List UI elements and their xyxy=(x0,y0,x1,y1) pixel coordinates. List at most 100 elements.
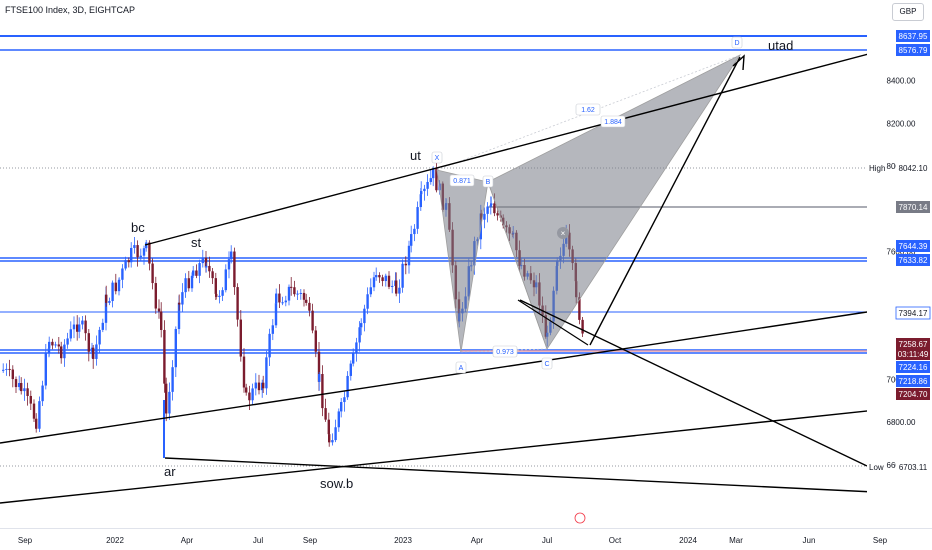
candle-body xyxy=(101,322,104,330)
x-tick: Apr xyxy=(471,536,484,545)
price-label: 8576.79 xyxy=(899,46,928,55)
annotation-bc: bc xyxy=(131,220,145,235)
price-label-box xyxy=(896,338,930,350)
candle-body xyxy=(92,347,95,359)
candle-body xyxy=(124,260,127,269)
candle-body xyxy=(98,329,101,345)
candle-body xyxy=(174,329,177,368)
candle-body xyxy=(48,341,51,349)
candle-body xyxy=(215,293,218,297)
candle-body xyxy=(318,374,321,382)
candle-body xyxy=(11,369,14,380)
candle-body xyxy=(311,310,314,331)
candle-body xyxy=(224,269,227,291)
x-tick: Sep xyxy=(873,536,888,545)
price-label: 7870.14 xyxy=(899,203,928,212)
candle-body xyxy=(375,275,378,278)
candle-body xyxy=(384,275,387,282)
candle-body xyxy=(111,282,114,302)
candle-body xyxy=(262,382,265,389)
candle-body xyxy=(281,302,284,304)
candle-body xyxy=(38,401,41,429)
currency-button[interactable]: GBP xyxy=(892,3,924,21)
candle-body xyxy=(5,368,8,370)
candle-body xyxy=(410,234,413,246)
candle-body xyxy=(327,419,330,435)
candle-body xyxy=(420,191,423,195)
trend-line xyxy=(164,457,896,494)
candle-body xyxy=(299,292,302,294)
candle-body xyxy=(349,363,352,376)
candle-body xyxy=(44,353,47,386)
candle-body xyxy=(324,408,327,420)
price-label: 7633.82 xyxy=(899,256,928,265)
trend-line xyxy=(144,46,896,246)
candle-body xyxy=(78,324,81,332)
arrow-head xyxy=(732,54,745,71)
trend-line xyxy=(517,299,589,346)
time-axis[interactable]: Sep 2022 Apr Jul Sep 2023 Apr Jul Oct 2024 Mar Jun S… xyxy=(0,528,932,550)
candle-body xyxy=(242,356,246,388)
candle-body xyxy=(54,344,57,346)
candle-body xyxy=(163,329,166,384)
candle-body xyxy=(305,299,308,303)
price-axis[interactable]: 6600.006800.007000.007600.008000.008200.… xyxy=(867,0,932,528)
candle-body xyxy=(337,411,340,428)
annotation-utad: utad xyxy=(768,38,793,53)
candle-body xyxy=(395,280,398,294)
price-label-box xyxy=(895,306,931,320)
ratio-box xyxy=(449,174,475,187)
price-axis-svg: 6600.006800.007000.007600.008000.008200.… xyxy=(869,30,931,473)
candle-body xyxy=(328,434,331,443)
candle-body xyxy=(69,329,72,339)
y-tick: 8400.00 xyxy=(887,77,916,86)
point-box xyxy=(455,361,467,374)
candle-body xyxy=(95,344,98,359)
candle-body xyxy=(190,275,194,289)
annotation-ar: ar xyxy=(164,464,176,479)
candle-body xyxy=(23,388,26,392)
candle-body xyxy=(245,387,248,393)
candle-body xyxy=(239,319,242,357)
ratio-box xyxy=(575,103,601,116)
candle-body xyxy=(265,357,268,389)
candle-body xyxy=(104,294,108,323)
candle-body xyxy=(20,383,23,392)
candle-body xyxy=(60,346,63,359)
candle-body xyxy=(413,228,416,235)
candle-body xyxy=(148,242,151,264)
point-B: B xyxy=(486,179,491,186)
trend-lines xyxy=(0,46,896,504)
point-D: D xyxy=(734,40,739,47)
candle-body xyxy=(230,251,233,260)
trend-line xyxy=(519,299,868,467)
candle-body xyxy=(178,302,181,305)
candle-body xyxy=(381,277,384,282)
candle-body xyxy=(257,382,261,391)
candle-body xyxy=(366,294,369,309)
candle-body xyxy=(41,385,44,402)
candle-body xyxy=(168,391,171,414)
candle-body xyxy=(177,302,181,330)
candle-body xyxy=(236,287,239,320)
candle-body xyxy=(8,368,11,370)
candle-body xyxy=(108,301,111,303)
candle-body xyxy=(343,397,346,403)
candle-body xyxy=(139,255,142,258)
chart-annotations: bc st ut ar sow.b utad X A B C D 0.871 1.62 1.884 0.97… xyxy=(131,36,793,524)
candle-body xyxy=(268,333,271,358)
x-tick: 2022 xyxy=(106,536,124,545)
candle-body xyxy=(363,308,366,324)
ratio-box xyxy=(600,115,626,128)
ratio-label: 0.871 xyxy=(453,178,471,185)
x-tick: Jul xyxy=(542,536,552,545)
candle-body xyxy=(32,403,36,419)
candle-body xyxy=(192,270,195,276)
candle-body xyxy=(127,260,130,263)
candle-body xyxy=(578,297,581,320)
price-label-box xyxy=(896,162,930,174)
y-tick: 8200.00 xyxy=(887,119,916,128)
candle-body xyxy=(26,388,29,396)
candle-body xyxy=(151,263,154,284)
